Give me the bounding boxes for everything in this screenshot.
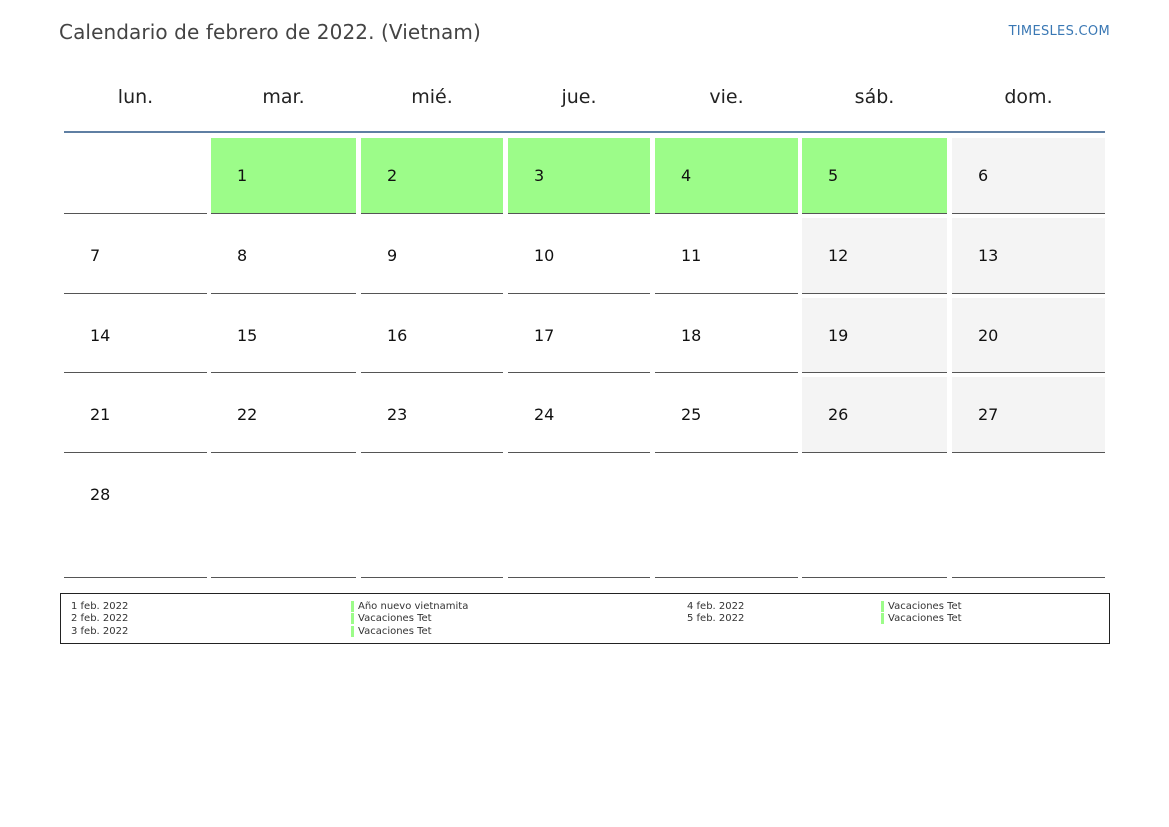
day-cell: 16	[361, 298, 503, 373]
empty-day-cell	[64, 138, 207, 214]
legend-holiday-name: Vacaciones Tet	[351, 613, 432, 625]
legend-holiday-name: Vacaciones Tet	[351, 626, 432, 638]
day-cell: 1	[211, 138, 356, 214]
day-number: 5	[828, 166, 839, 185]
day-cell: 10	[508, 218, 650, 294]
weekday-header-row: lun. mar. mié. jue. vie. sáb. dom.	[64, 86, 1105, 116]
day-cell: 28	[64, 457, 207, 578]
day-cell: 18	[655, 298, 798, 373]
day-number: 22	[237, 405, 258, 424]
day-number: 8	[237, 246, 248, 265]
empty-day-cell	[361, 457, 503, 578]
day-cell: 12	[802, 218, 947, 294]
day-cell: 24	[508, 377, 650, 453]
day-number: 3	[534, 166, 545, 185]
weekday-label: sáb.	[854, 86, 895, 108]
day-number: 4	[681, 166, 692, 185]
day-cell: 2	[361, 138, 503, 214]
weekday-label: jue.	[561, 86, 597, 108]
holiday-legend: 1 feb. 2022 Año nuevo vietnamita 2 feb. 20…	[60, 593, 1110, 644]
day-cell: 19	[802, 298, 947, 373]
legend-date: 1 feb. 2022	[71, 601, 129, 612]
day-number: 27	[978, 405, 999, 424]
day-cell: 21	[64, 377, 207, 453]
legend-date: 5 feb. 2022	[687, 613, 745, 624]
legend-date: 3 feb. 2022	[71, 626, 129, 637]
weekday-label: mar.	[262, 86, 305, 108]
day-cell: 14	[64, 298, 207, 373]
day-number: 19	[828, 326, 849, 345]
day-cell: 17	[508, 298, 650, 373]
day-number: 11	[681, 246, 702, 265]
day-number: 7	[90, 246, 101, 265]
day-cell: 5	[802, 138, 947, 214]
day-number: 28	[90, 485, 111, 504]
day-cell: 20	[952, 298, 1105, 373]
day-number: 26	[828, 405, 849, 424]
legend-date: 2 feb. 2022	[71, 613, 129, 624]
empty-day-cell	[655, 457, 798, 578]
day-number: 9	[387, 246, 398, 265]
day-number: 16	[387, 326, 408, 345]
day-number: 10	[534, 246, 555, 265]
day-number: 6	[978, 166, 989, 185]
day-cell: 9	[361, 218, 503, 294]
empty-day-cell	[802, 457, 947, 578]
day-number: 12	[828, 246, 849, 265]
day-number: 23	[387, 405, 408, 424]
brand-link[interactable]: TIMESLES.COM	[1008, 24, 1110, 39]
empty-day-cell	[211, 457, 356, 578]
weekday-label: mié.	[411, 86, 453, 108]
day-cell: 27	[952, 377, 1105, 453]
day-cell: 11	[655, 218, 798, 294]
day-number: 17	[534, 326, 555, 345]
header-divider	[64, 131, 1105, 133]
day-cell: 8	[211, 218, 356, 294]
day-number: 20	[978, 326, 999, 345]
day-cell: 13	[952, 218, 1105, 294]
day-cell: 7	[64, 218, 207, 294]
day-cell: 23	[361, 377, 503, 453]
legend-date: 4 feb. 2022	[687, 601, 745, 612]
day-cell: 4	[655, 138, 798, 214]
day-number: 1	[237, 166, 248, 185]
day-number: 18	[681, 326, 702, 345]
day-cell: 15	[211, 298, 356, 373]
day-cell: 22	[211, 377, 356, 453]
day-cell: 25	[655, 377, 798, 453]
weekday-label: vie.	[709, 86, 744, 108]
day-cell: 6	[952, 138, 1105, 214]
empty-day-cell	[952, 457, 1105, 578]
day-number: 24	[534, 405, 555, 424]
empty-day-cell	[508, 457, 650, 578]
day-number: 13	[978, 246, 999, 265]
legend-holiday-name: Año nuevo vietnamita	[351, 601, 468, 613]
day-number: 2	[387, 166, 398, 185]
day-number: 14	[90, 326, 111, 345]
legend-holiday-name: Vacaciones Tet	[881, 601, 962, 613]
weekday-label: lun.	[117, 86, 154, 108]
day-number: 15	[237, 326, 258, 345]
day-number: 25	[681, 405, 702, 424]
page-title: Calendario de febrero de 2022. (Vietnam)	[59, 20, 481, 44]
day-number: 21	[90, 405, 111, 424]
legend-holiday-name: Vacaciones Tet	[881, 613, 962, 625]
day-cell: 3	[508, 138, 650, 214]
day-cell: 26	[802, 377, 947, 453]
weekday-label: dom.	[1004, 86, 1053, 108]
